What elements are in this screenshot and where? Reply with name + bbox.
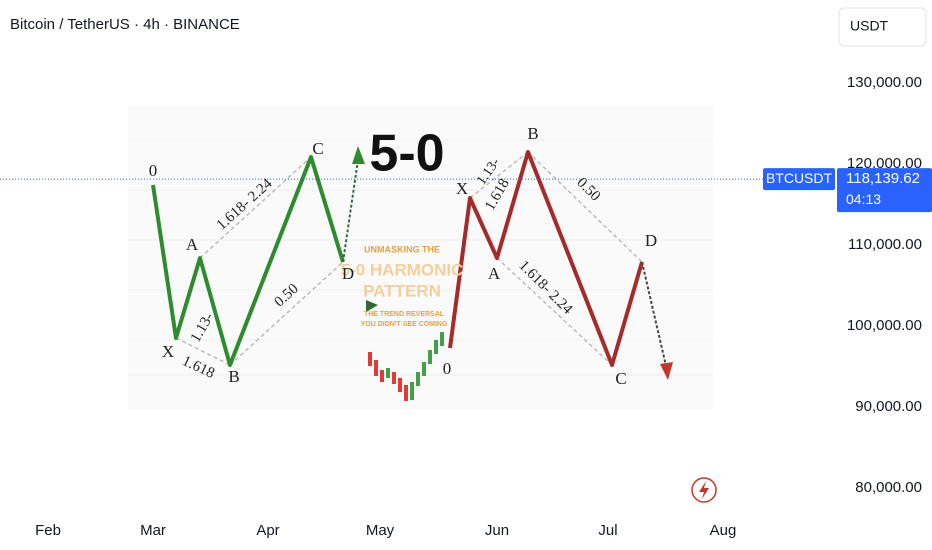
price-tick-label: 80,000.00 xyxy=(855,479,922,496)
time-tick-label: Aug xyxy=(710,522,737,539)
inset-tagline: YOU DIDN'T SEE COMING xyxy=(361,321,448,328)
pattern-label: D xyxy=(645,231,657,250)
pattern-label: B xyxy=(527,124,538,143)
price-tick-label: 90,000.00 xyxy=(855,398,922,415)
time-tick-label: Feb xyxy=(35,522,61,539)
inset-kicker: UNMASKING THE xyxy=(364,244,440,254)
price-tick-label: 110,000.00 xyxy=(848,236,922,253)
pattern-label: D xyxy=(342,264,354,283)
pattern-title: 5-0 xyxy=(369,125,444,183)
pattern-label: 0 xyxy=(443,359,452,378)
countdown-label: 04:13 xyxy=(846,191,881,207)
pattern-label: C xyxy=(615,369,626,388)
illustration-grid xyxy=(128,139,713,376)
pattern-label: X xyxy=(162,342,174,361)
red-ratio-lines xyxy=(469,151,643,366)
pattern-label: A xyxy=(186,235,199,254)
time-tick-label: Apr xyxy=(256,522,279,539)
inset-tagline: THE TREND REVERSAL xyxy=(364,311,445,318)
inset-headline: 5-0 HARMONIC xyxy=(341,260,464,279)
pattern-label: X xyxy=(456,179,468,198)
red-pattern xyxy=(448,150,644,367)
price-tick-label: 100,000.00 xyxy=(847,317,922,334)
last-price-label: 118,139.62 xyxy=(846,170,920,187)
red-arrowhead xyxy=(660,362,673,380)
time-tick-label: Jul xyxy=(598,522,617,539)
symbol-badge-label: BTCUSDT xyxy=(766,170,833,186)
time-tick-label: May xyxy=(366,522,395,539)
price-tick-label: 130,000.00 xyxy=(847,74,922,91)
currency-button[interactable] xyxy=(838,7,927,47)
red-arrow xyxy=(641,261,667,367)
symbol-title: Bitcoin / TetherUS · 4h · BINANCE xyxy=(10,16,240,33)
time-tick-label: Jun xyxy=(485,522,509,539)
inset-headline: PATTERN xyxy=(363,281,441,300)
inset-candles xyxy=(368,332,444,401)
pattern-label: B xyxy=(228,367,239,386)
green-pattern xyxy=(151,155,345,367)
green-ratio-lines xyxy=(175,156,344,366)
bolt-glyph xyxy=(699,481,709,499)
price-tick-label: 120,000.00 xyxy=(847,155,922,172)
green-arrowhead xyxy=(352,146,365,164)
green-arrow xyxy=(342,159,359,263)
time-tick-label: Mar xyxy=(140,522,166,539)
pattern-label: A xyxy=(488,264,501,283)
pattern-label: 0 xyxy=(149,161,158,180)
last-price-badge xyxy=(837,168,932,213)
currency-label: USDT xyxy=(850,18,889,34)
green-marker xyxy=(366,300,378,312)
symbol-badge xyxy=(763,168,835,191)
pattern-label: C xyxy=(312,139,323,158)
